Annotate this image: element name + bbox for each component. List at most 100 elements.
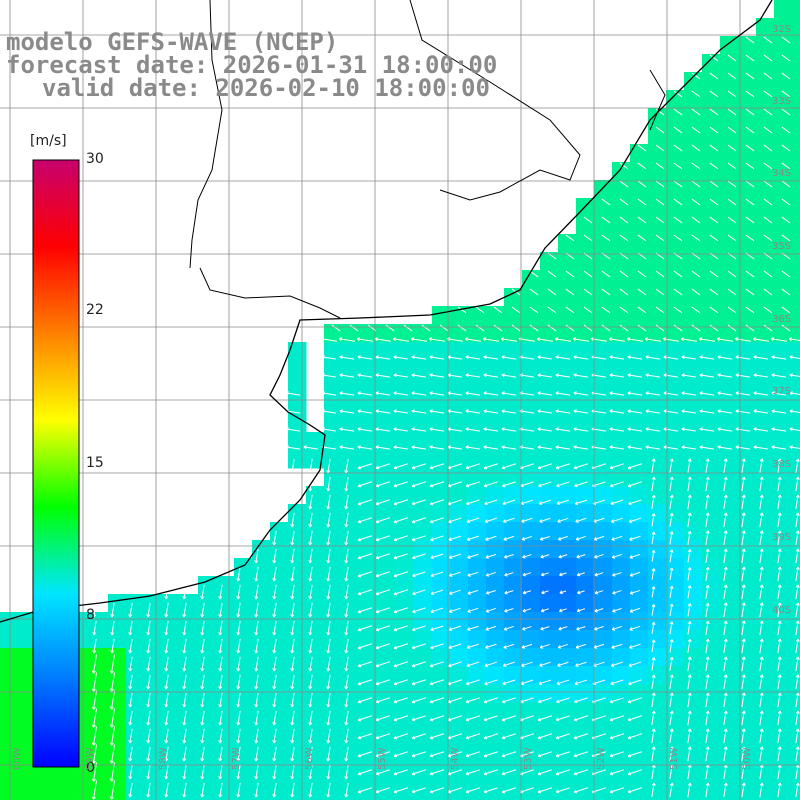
wind-arrow-head	[609, 789, 614, 794]
wind-arrow-head	[410, 337, 415, 342]
wind-arrow-head	[290, 704, 295, 708]
speed-cell	[450, 324, 469, 343]
wind-arrow	[467, 571, 479, 577]
atlantic-coastline	[0, 0, 773, 623]
speed-cell	[630, 594, 649, 613]
wind-arrow-head	[795, 584, 800, 588]
wind-arrow	[573, 787, 589, 793]
speed-cell	[756, 90, 775, 109]
wind-arrow-head	[411, 681, 416, 686]
speed-cell	[648, 234, 667, 253]
wind-arrow	[201, 692, 205, 708]
wind-arrow	[771, 374, 787, 378]
speed-cell	[468, 378, 487, 397]
wind-arrow-head	[723, 782, 728, 786]
wind-arrow	[349, 324, 359, 332]
wind-arrow	[147, 728, 151, 744]
speed-cell	[684, 270, 703, 289]
wind-arrow-head	[558, 626, 562, 631]
wind-arrow-head	[393, 501, 398, 506]
wind-arrow-head	[308, 794, 313, 798]
speed-cell	[468, 450, 487, 469]
wind-arrow	[645, 374, 661, 378]
speed-cell	[630, 576, 649, 595]
speed-cell	[594, 486, 613, 505]
speed-cell	[684, 144, 703, 163]
wind-arrow-head	[110, 632, 115, 636]
wind-arrow	[673, 270, 683, 278]
wind-arrow-head	[272, 722, 277, 726]
wind-arrow-head	[687, 674, 692, 678]
wind-arrow	[237, 710, 241, 726]
speed-cell	[576, 792, 595, 800]
speed-cell	[702, 486, 721, 505]
wind-arrow	[412, 643, 426, 649]
wind-arrow	[501, 463, 517, 469]
wind-arrow-head	[554, 337, 559, 342]
wind-arrow-head	[236, 758, 241, 762]
speed-cell	[576, 288, 595, 307]
speed-cell	[0, 612, 19, 631]
speed-cell	[468, 684, 487, 703]
wind-arrow-head	[651, 728, 656, 732]
wind-arrow-head	[393, 409, 397, 414]
speed-cell	[414, 432, 433, 451]
wind-arrow-head	[723, 692, 728, 696]
wind-arrow	[557, 517, 569, 523]
wind-arrow	[673, 198, 683, 206]
speed-cell	[648, 576, 667, 595]
wind-arrow	[651, 710, 655, 726]
wind-arrow	[483, 751, 499, 757]
wind-arrow	[183, 674, 187, 690]
speed-cell	[558, 738, 577, 757]
wind-arrow	[717, 410, 733, 414]
speed-cell	[360, 360, 379, 379]
wind-arrow	[741, 674, 745, 690]
wind-arrow	[565, 234, 575, 242]
speed-cell	[630, 450, 649, 469]
wind-arrow-head	[717, 355, 721, 360]
wind-arrow-head	[687, 512, 692, 516]
speed-cell	[666, 468, 685, 487]
speed-cell	[684, 342, 703, 361]
speed-cell	[504, 378, 523, 397]
wind-arrow-head	[92, 650, 97, 654]
wind-arrow	[705, 620, 709, 636]
wind-arrow	[723, 620, 727, 636]
speed-cell	[594, 558, 613, 577]
colorbar-tick-22: 22	[86, 302, 104, 318]
speed-cell	[360, 666, 379, 685]
wind-arrow-head	[272, 704, 277, 708]
speed-cell	[702, 342, 721, 361]
wind-arrow-head	[465, 355, 469, 360]
wind-arrow-head	[723, 710, 728, 714]
wind-arrow-head	[411, 391, 415, 396]
wind-arrow-head	[573, 391, 577, 396]
wind-arrow	[501, 715, 517, 721]
wind-arrow-head	[308, 560, 313, 564]
speed-cell	[486, 342, 505, 361]
wind-arrow	[357, 661, 373, 667]
speed-cell	[576, 360, 595, 379]
wind-arrow-head	[146, 794, 151, 798]
wind-arrow	[483, 463, 499, 469]
speed-cell	[486, 630, 505, 649]
wind-arrow	[219, 656, 223, 672]
speed-cell	[270, 522, 289, 541]
wind-arrow-head	[109, 778, 114, 782]
wind-arrow-head	[663, 445, 667, 450]
speed-cell	[468, 522, 487, 541]
speed-cell	[576, 432, 595, 451]
wind-arrow	[466, 679, 480, 685]
wind-arrow-head	[428, 337, 433, 342]
wind-arrow-head	[128, 740, 133, 744]
speed-cell	[756, 378, 775, 397]
wind-arrow-head	[128, 650, 133, 654]
wind-arrow-head	[627, 355, 631, 360]
speed-cell	[360, 486, 379, 505]
wind-arrow	[741, 548, 745, 564]
wind-arrow-head	[759, 692, 764, 696]
wind-arrow	[687, 458, 691, 474]
wind-arrow-head	[339, 409, 343, 414]
wind-arrow	[93, 726, 97, 746]
